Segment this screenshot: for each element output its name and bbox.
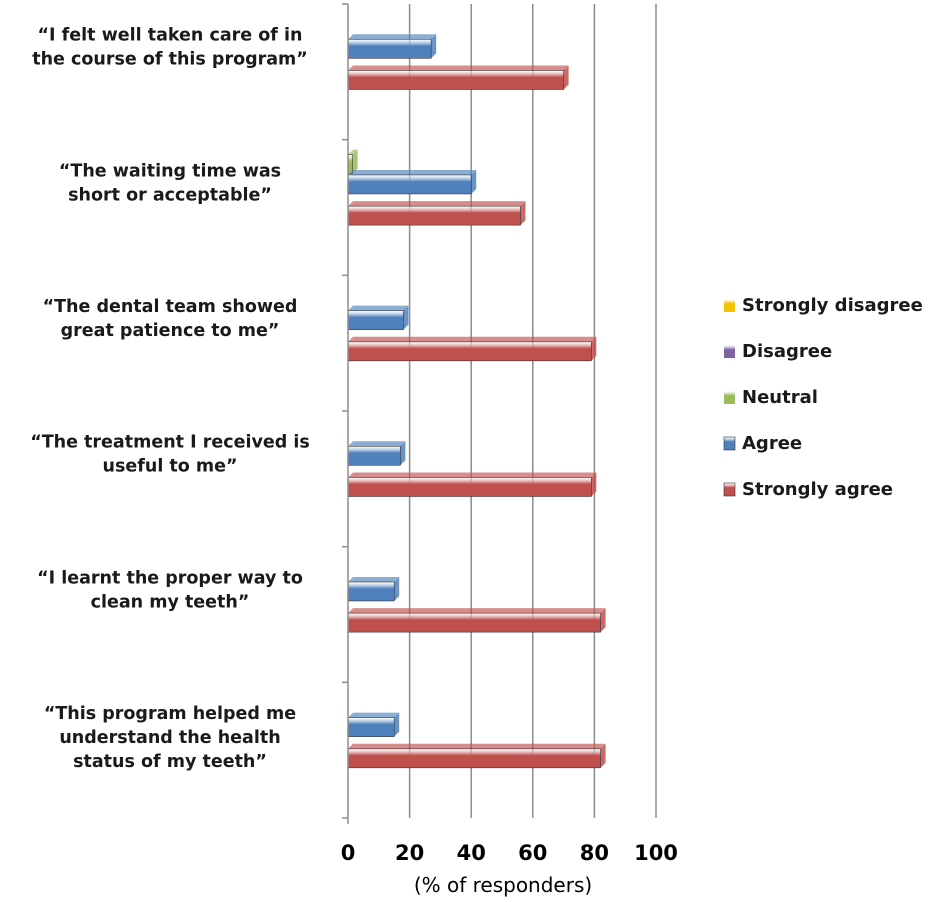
bar-agree-1	[347, 34, 437, 59]
bar-strongly-agree-5	[347, 608, 606, 633]
bar-agree-4	[347, 441, 406, 466]
legend-label: Agree	[742, 433, 802, 454]
bar-strongly-agree-2	[347, 201, 526, 226]
x-tick-label-40: 40	[457, 841, 486, 865]
bar-strongly-agree-1	[347, 65, 569, 90]
bar-agree-5	[347, 576, 400, 602]
legend-label: Neutral	[742, 387, 818, 408]
legend-item-neutral: Neutral	[724, 387, 818, 408]
legend-swatch	[723, 436, 736, 451]
category-label-3: “The dental team showed great patience to…	[43, 297, 298, 341]
bar-strongly-agree-4	[347, 472, 597, 497]
x-tick-label-100: 100	[634, 841, 678, 865]
legend-label: Strongly agree	[742, 479, 893, 500]
x-tick-label-80: 80	[580, 841, 609, 865]
bar-agree-3	[347, 305, 409, 330]
legend: Strongly disagree Disagree Neutral Agree Str…	[723, 295, 923, 500]
x-tick-label-20: 20	[395, 841, 424, 865]
category-label-4: “The treatment I received is useful to me…	[30, 433, 310, 477]
x-tick-label-0: 0	[341, 841, 356, 865]
axes: 0 20 40 60 80 100	[341, 3, 678, 865]
legend-label: Strongly disagree	[742, 295, 923, 316]
legend-swatch	[724, 391, 735, 404]
bar-strongly-agree-6	[347, 743, 606, 769]
legend-swatch	[724, 299, 735, 312]
legend-swatch	[724, 345, 735, 358]
legend-item-disagree: Disagree	[724, 341, 832, 362]
x-tick-label-60: 60	[518, 841, 547, 865]
x-axis-title: (% of responders)	[414, 873, 592, 897]
category-label-5: “I learnt the proper way to clean my teet…	[37, 568, 303, 612]
legend-swatch	[723, 482, 736, 497]
gridlines	[408, 4, 657, 818]
bar-agree-2	[347, 169, 477, 195]
legend-item-strongly-agree: Strongly agree	[723, 479, 893, 500]
category-label-1: “I felt well taken care of in the course …	[32, 26, 308, 70]
legend-item-strongly-disagree: Strongly disagree	[724, 295, 923, 316]
bars	[347, 34, 606, 769]
category-label-2: “The waiting time was short or acceptable…	[59, 161, 281, 205]
bar-strongly-agree-3	[347, 336, 597, 362]
category-label-6: “This program helped me understand the he…	[44, 704, 296, 772]
legend-label: Disagree	[742, 341, 832, 362]
legend-item-agree: Agree	[723, 433, 802, 454]
bar-agree-6	[347, 712, 400, 737]
category-labels: “I felt well taken care of in the course …	[30, 26, 310, 772]
